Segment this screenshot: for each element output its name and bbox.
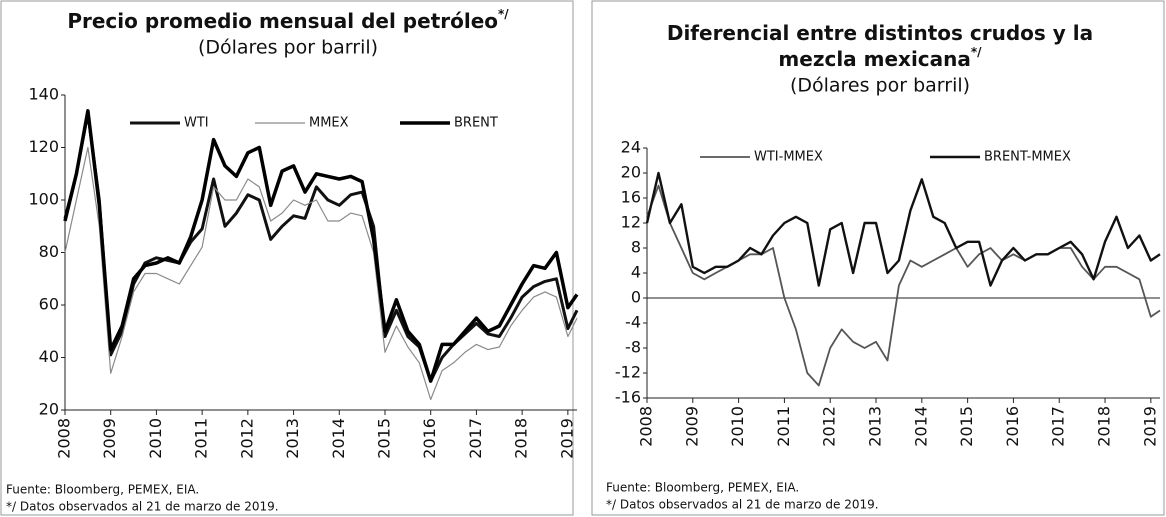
y-tick-label: -8 — [625, 338, 641, 357]
series-line — [645, 171, 1161, 287]
chart-title: mezcla mexicana*/ — [778, 45, 982, 71]
y-tick-label: -12 — [615, 363, 641, 382]
title-line: Precio promedio mensual del petróleo — [67, 9, 498, 33]
y-tick-label: 12 — [621, 213, 641, 232]
x-tick-label: 2008 — [637, 406, 656, 447]
chart-title: Diferencial entre distintos crudos y la — [667, 21, 1093, 45]
series-line — [64, 146, 578, 401]
footnote: */ Datos observados al 21 de marzo de 20… — [606, 498, 879, 512]
legend-label: WTI-MMEX — [754, 150, 823, 165]
title-note: */ — [971, 45, 982, 59]
legend-label: WTI — [184, 116, 209, 131]
x-tick-label: 2014 — [911, 406, 930, 447]
x-tick-label: 2008 — [55, 418, 74, 459]
y-tick-label: -4 — [625, 313, 641, 332]
x-tick-label: 2017 — [1049, 406, 1068, 447]
y-tick-label: -16 — [615, 388, 641, 407]
x-tick-label: 2010 — [146, 418, 165, 459]
title-line: mezcla mexicana — [778, 47, 970, 71]
x-tick-label: 2016 — [1003, 406, 1022, 447]
y-tick-label: 80 — [39, 242, 59, 261]
chart-title: Precio promedio mensual del petróleo*/ — [67, 7, 509, 33]
y-tick-label: 20 — [39, 400, 59, 419]
x-tick-label: 2016 — [420, 418, 439, 459]
y-tick-label: 100 — [28, 190, 59, 209]
y-tick-label: 24 — [621, 138, 641, 157]
footnote: Fuente: Bloomberg, PEMEX, EIA. — [6, 483, 199, 497]
left-panel — [0, 0, 574, 516]
x-tick-label: 2019 — [1140, 406, 1159, 447]
y-tick-label: 8 — [631, 238, 641, 257]
x-tick-label: 2018 — [512, 418, 531, 459]
x-tick-label: 2019 — [557, 418, 576, 459]
x-tick-label: 2018 — [1095, 406, 1114, 447]
footnote: Fuente: Bloomberg, PEMEX, EIA. — [606, 481, 799, 495]
x-tick-label: 2011 — [192, 418, 211, 459]
title-note: */ — [498, 7, 509, 21]
chart-subtitle: (Dólares por barril) — [198, 37, 378, 59]
y-tick-label: 120 — [28, 137, 59, 156]
x-tick-label: 2009 — [682, 406, 701, 447]
x-tick-label: 2014 — [329, 418, 348, 459]
y-tick-label: 0 — [631, 288, 641, 307]
series-line — [63, 111, 579, 383]
title-line: Diferencial entre distintos crudos y la — [667, 21, 1093, 45]
x-tick-label: 2017 — [466, 418, 485, 459]
x-tick-label: 2013 — [283, 418, 302, 459]
legend-label: MMEX — [309, 116, 349, 131]
x-tick-label: 2015 — [375, 418, 394, 459]
x-tick-label: 2011 — [774, 406, 793, 447]
right-panel — [591, 0, 1165, 516]
series-line — [646, 184, 1161, 387]
x-tick-label: 2013 — [866, 406, 885, 447]
x-tick-label: 2012 — [820, 406, 839, 447]
y-tick-label: 4 — [631, 263, 641, 282]
x-tick-label: 2012 — [237, 418, 256, 459]
chart-subtitle: (Dólares por barril) — [790, 75, 970, 97]
x-tick-label: 2010 — [728, 406, 747, 447]
y-tick-label: 40 — [39, 347, 59, 366]
x-tick-label: 2015 — [957, 406, 976, 447]
legend-label: BRENT — [454, 116, 498, 131]
y-tick-label: 16 — [621, 188, 641, 207]
footnote: */ Datos observados al 21 de marzo de 20… — [6, 500, 279, 514]
y-tick-label: 60 — [39, 295, 59, 314]
y-tick-label: 20 — [621, 163, 641, 182]
x-tick-label: 2009 — [100, 418, 119, 459]
series-line — [63, 109, 579, 383]
y-tick-label: 140 — [28, 85, 59, 104]
legend-label: BRENT-MMEX — [984, 150, 1071, 165]
